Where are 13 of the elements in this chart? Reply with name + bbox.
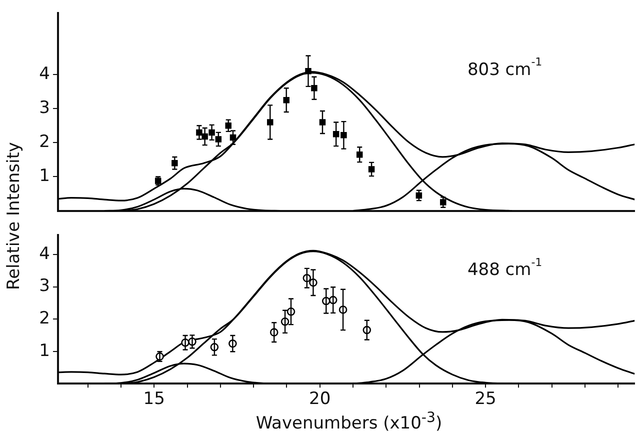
y-tick-label: 1 <box>39 340 50 361</box>
x-tick-label: 15 <box>143 389 165 410</box>
y-axis-title: Relative Intensity <box>4 142 24 290</box>
x-tick-label: 25 <box>474 389 496 410</box>
y-tick-label: 3 <box>39 276 50 296</box>
y-tick-label: 4 <box>39 64 50 84</box>
y-tick-label: 3 <box>39 98 50 118</box>
x-axis-title: Wavenumbers (x10$^{-3}$) <box>254 410 444 434</box>
x-tick-label: 20 <box>309 389 331 410</box>
y-tick-label: 2 <box>39 308 50 328</box>
y-tick-label: 1 <box>39 166 50 186</box>
y-tick-label: 4 <box>39 244 50 264</box>
y-tick-label: 2 <box>39 132 50 152</box>
